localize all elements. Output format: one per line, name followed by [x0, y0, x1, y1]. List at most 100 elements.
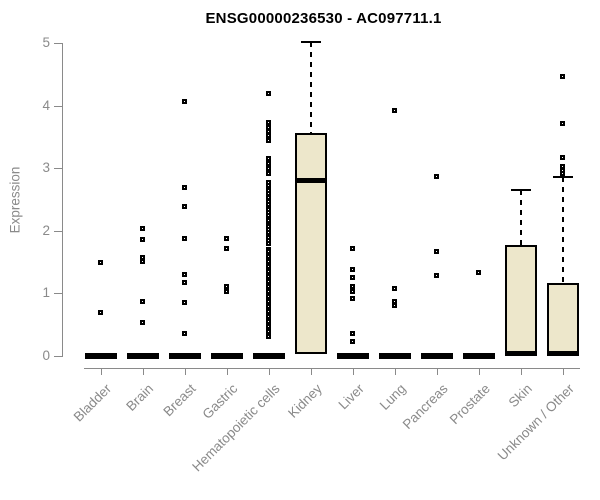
chart-title: ENSG00000236530 - AC097711.1	[205, 10, 442, 27]
y-tick	[54, 43, 62, 44]
outlier-point	[350, 245, 355, 251]
outlier-point	[224, 235, 229, 241]
outlier-point	[392, 286, 397, 292]
x-tick	[227, 368, 228, 375]
outlier-point	[182, 331, 187, 337]
y-tick-label: 1	[42, 285, 50, 301]
outlier-point	[350, 331, 355, 337]
outlier-point	[182, 204, 187, 209]
outlier-point	[560, 171, 565, 177]
x-tick	[395, 368, 396, 375]
outlier-point	[560, 154, 565, 160]
whisker-cap	[511, 189, 531, 192]
outlier-point	[98, 260, 103, 266]
flat-box	[463, 353, 495, 359]
outlier-point	[350, 266, 355, 272]
x-tick	[101, 368, 102, 375]
x-category-label: Prostate	[446, 381, 493, 428]
y-tick-label: 4	[42, 97, 50, 113]
outlier-point	[350, 339, 355, 345]
outlier-point	[560, 120, 565, 126]
outlier-point	[182, 280, 187, 286]
outlier-point	[266, 156, 271, 162]
flat-box	[211, 353, 243, 359]
y-tick	[54, 230, 62, 232]
outlier-point	[140, 298, 145, 304]
y-tick-label: 3	[42, 160, 50, 176]
x-tick	[185, 368, 186, 375]
x-category-label: Unknown / Other	[494, 381, 577, 464]
outlier-point	[266, 333, 271, 339]
outlier-point	[266, 240, 271, 246]
outlier-point	[182, 235, 187, 241]
outlier-point	[266, 90, 271, 96]
whisker-line	[562, 176, 564, 283]
outlier-point	[266, 128, 271, 134]
x-category-label: Lung	[376, 381, 409, 413]
flat-box	[253, 353, 285, 359]
median-line	[295, 178, 327, 184]
outlier-point	[392, 302, 397, 308]
outlier-point	[350, 288, 355, 294]
y-tick	[54, 293, 62, 295]
outlier-point	[476, 270, 481, 276]
outlier-point	[266, 124, 271, 130]
box	[295, 133, 327, 355]
y-tick	[54, 356, 62, 357]
outlier-point	[182, 271, 187, 277]
outlier-point	[182, 99, 187, 105]
outlier-point	[266, 170, 271, 176]
outlier-point	[266, 133, 271, 139]
outlier-point	[266, 166, 271, 172]
whisker-cap	[553, 175, 573, 178]
outlier-point	[182, 184, 187, 190]
whisker-cap	[301, 40, 321, 43]
y-tick-label: 5	[42, 35, 50, 50]
outlier-point	[140, 236, 145, 242]
outlier-point	[182, 299, 187, 305]
flat-box	[85, 353, 117, 359]
outlier-point	[350, 296, 355, 302]
x-tick	[437, 368, 438, 375]
x-category-label: Liver	[335, 381, 367, 413]
outlier-point	[224, 284, 229, 290]
box	[547, 282, 579, 355]
outlier-point	[434, 273, 439, 279]
outlier-point	[266, 119, 271, 125]
x-category-label: Kidney	[284, 381, 325, 421]
outlier-point	[434, 173, 439, 179]
box	[505, 245, 537, 355]
x-tick	[353, 368, 354, 375]
outlier-point	[434, 249, 439, 255]
y-tick-label: 2	[42, 222, 50, 238]
x-category-label: Gastric	[199, 381, 241, 422]
outlier-point	[140, 254, 145, 260]
x-tick	[563, 368, 564, 375]
outlier-point	[350, 274, 355, 280]
flat-box	[421, 353, 453, 359]
flat-box	[127, 353, 159, 359]
x-tick	[479, 368, 480, 375]
x-category-label: Breast	[160, 381, 199, 420]
x-tick	[311, 368, 312, 375]
x-category-label: Pancreas	[399, 381, 451, 432]
x-category-label: Bladder	[71, 381, 115, 425]
y-tick-label: 0	[42, 348, 50, 363]
median-line	[505, 350, 537, 356]
outlier-point	[140, 259, 145, 265]
whisker-line	[310, 41, 312, 134]
flat-box	[337, 353, 369, 359]
x-tick	[269, 368, 270, 375]
outlier-point	[224, 289, 229, 295]
outlier-point	[140, 225, 145, 231]
x-category-label: Brain	[123, 381, 157, 414]
y-tick	[54, 105, 62, 107]
outlier-point	[266, 183, 271, 189]
outlier-point	[266, 137, 271, 143]
x-category-label: Skin	[505, 381, 535, 411]
flat-box	[379, 353, 411, 359]
flat-box	[169, 353, 201, 359]
y-tick	[54, 168, 62, 170]
x-axis-line	[84, 368, 580, 369]
